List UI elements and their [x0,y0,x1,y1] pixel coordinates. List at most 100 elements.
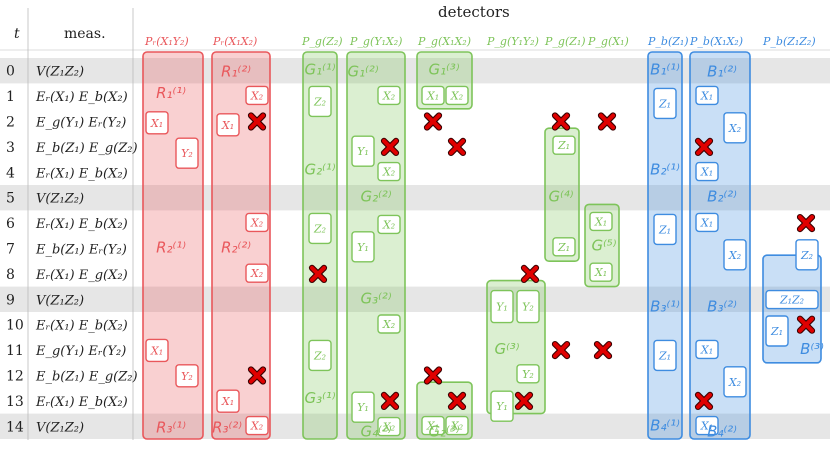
detector-label: P_b(Z₁Z₂) [762,35,816,48]
green-y1-box [351,135,375,167]
blue-z1-box-label: Z₁ [658,97,671,110]
error-cross [423,112,443,131]
green-z1-box [552,135,576,155]
detector-labels: Pᵣ(X₁Y₂) Pᵣ(X₁X₂) P_g(Z₂) P_g(Y₁X₂) P_g(X₁X₂… [144,35,816,48]
blue-z1-box [653,213,677,246]
red-x2-box-label: X₂ [250,216,263,229]
error-cross [447,391,467,410]
red-x1-box-label: X₁ [150,344,163,357]
blue-x2-box-label: X₂ [728,122,741,135]
blue-z1z2-box-label: Z₁Z₂ [779,294,804,307]
block-label: G₂⁽¹⁾ [304,160,335,178]
green-x2-box [445,415,469,436]
block-label: R₃⁽¹⁾ [156,418,186,436]
detector-label: P_g(Z₂) [301,35,343,48]
green-y1-box-label: Y₁ [357,401,369,414]
t-column-header: t [14,26,20,42]
row-bands [0,58,830,439]
green-x1-box [421,415,445,436]
error-cross [447,137,467,156]
green-x1-box-label: X₁ [426,420,439,433]
measurement: E_b(Z₁) E_g(Z₂) [35,141,138,156]
time-step: 4 [6,165,15,181]
measurement: Eᵣ(X₁) E_b(X₂) [35,166,128,181]
time-step: 5 [6,191,15,207]
red-x1-box [216,113,240,137]
error-cross [380,137,400,156]
green-y2-box [516,364,540,384]
green-z2-box-label: Z₂ [313,349,326,362]
blue-x2-box [723,112,747,144]
green-x1-box [589,211,613,232]
block-label: G₃⁽¹⁾ [304,389,335,407]
green-x1-box-label: X₁ [426,89,439,102]
block-label: G⁽⁴⁾ [548,188,573,206]
block-label: B₂⁽¹⁾ [650,160,680,178]
green-y2-box-label: Y₂ [522,301,534,314]
error-cross [247,112,267,131]
green-y1-box-label: Y₁ [496,301,508,314]
error-cross [593,341,613,360]
error-cross [514,391,534,410]
error-cross [796,214,816,233]
red-x1-box [216,389,240,413]
time-step: 9 [6,292,15,308]
green-z1-box-label: Z₁ [557,139,570,152]
blue-x2-box-label: X₂ [728,249,741,262]
time-step: 10 [6,318,24,334]
detector-label: P_g(X₁) [587,35,629,48]
measurement: E_g(Y₁) Eᵣ(Y₂) [35,344,126,359]
red-y2-box [175,137,199,169]
detector-label: P_g(X₁X₂) [417,35,471,48]
red-x2-box-label: X₂ [250,267,263,280]
red-x2-box-label: X₂ [250,89,263,102]
green-z2-box [308,212,332,245]
detectors-header: detectors [438,3,510,21]
green-z1-box [552,237,576,257]
blue-z1-box-label: Z₁ [658,349,671,362]
blue-x2-box [723,366,747,398]
red-x1-box-label: X₁ [150,117,163,130]
block-label: B₂⁽²⁾ [707,188,737,206]
block-label: R₃⁽²⁾ [212,418,242,436]
measurement: V(Z₁Z₂) [36,420,84,435]
green-y2-box [516,289,540,324]
block-label: G₁⁽³⁾ [428,61,459,79]
meas-column-header: meas. [64,26,106,42]
error-cross [520,264,540,283]
detector-label: P_g(Y₁X₂) [349,35,402,48]
green-y1-box-label: Y₁ [496,400,508,413]
measurement: E_b(Z₁) Eᵣ(Y₂) [35,243,127,258]
green-y1-box [490,289,514,324]
row-band [0,413,830,439]
green-z2-box-label: Z₂ [313,222,326,235]
green-x2-box [377,161,401,182]
blue-x1-box-label: X₁ [700,89,713,102]
block-label: B₄⁽¹⁾ [650,416,680,434]
blue-detectors: Z₁ Z₁ Z₁ X₁ X₂ X₁ X₁ X₂ X₁ X₂ X₁ Z₂ Z₁Z₂ Z₁ B₁⁽¹⁾ B₁⁽²⁾… [647,51,824,440]
error-cross [796,315,816,334]
error-cross [597,112,617,131]
time-step: 14 [6,419,24,435]
measurement: Eᵣ(X₁) E_b(X₂) [35,90,128,105]
time-step: 12 [6,369,24,385]
time-step: 2 [6,115,15,131]
red-detectors: X₁ Y₂ X₁ Y₂ X₂ X₁ X₂ X₂ X₁ X₂ R₁⁽¹⁾ R₁⁽²⁾ R₂⁽¹⁾ R₂⁽²⁾… [142,51,271,440]
green-x1-box-label: X₁ [594,215,607,228]
red-x1-box [145,338,169,363]
block-label: G₃⁽²⁾ [360,289,391,307]
blue-z2-box-label: Z₂ [800,249,813,262]
detector-label: P_g(Y₁Y₂) [486,35,539,48]
block-label: G₂⁽³⁾ [428,422,459,440]
green-z2-box-label: Z₂ [313,95,326,108]
red-x2-box [245,415,269,436]
blue-x1-box [695,415,719,436]
block-label: B₄⁽²⁾ [707,422,737,440]
green-x2-box [377,214,401,235]
time-step: 8 [6,267,15,283]
blue-z1-box-label: Z₁ [770,325,783,338]
green-x2-box-label: X₂ [382,318,395,331]
measurement: E_b(Z₁) E_g(Z₂) [35,370,138,385]
red-y2-box [175,364,199,388]
